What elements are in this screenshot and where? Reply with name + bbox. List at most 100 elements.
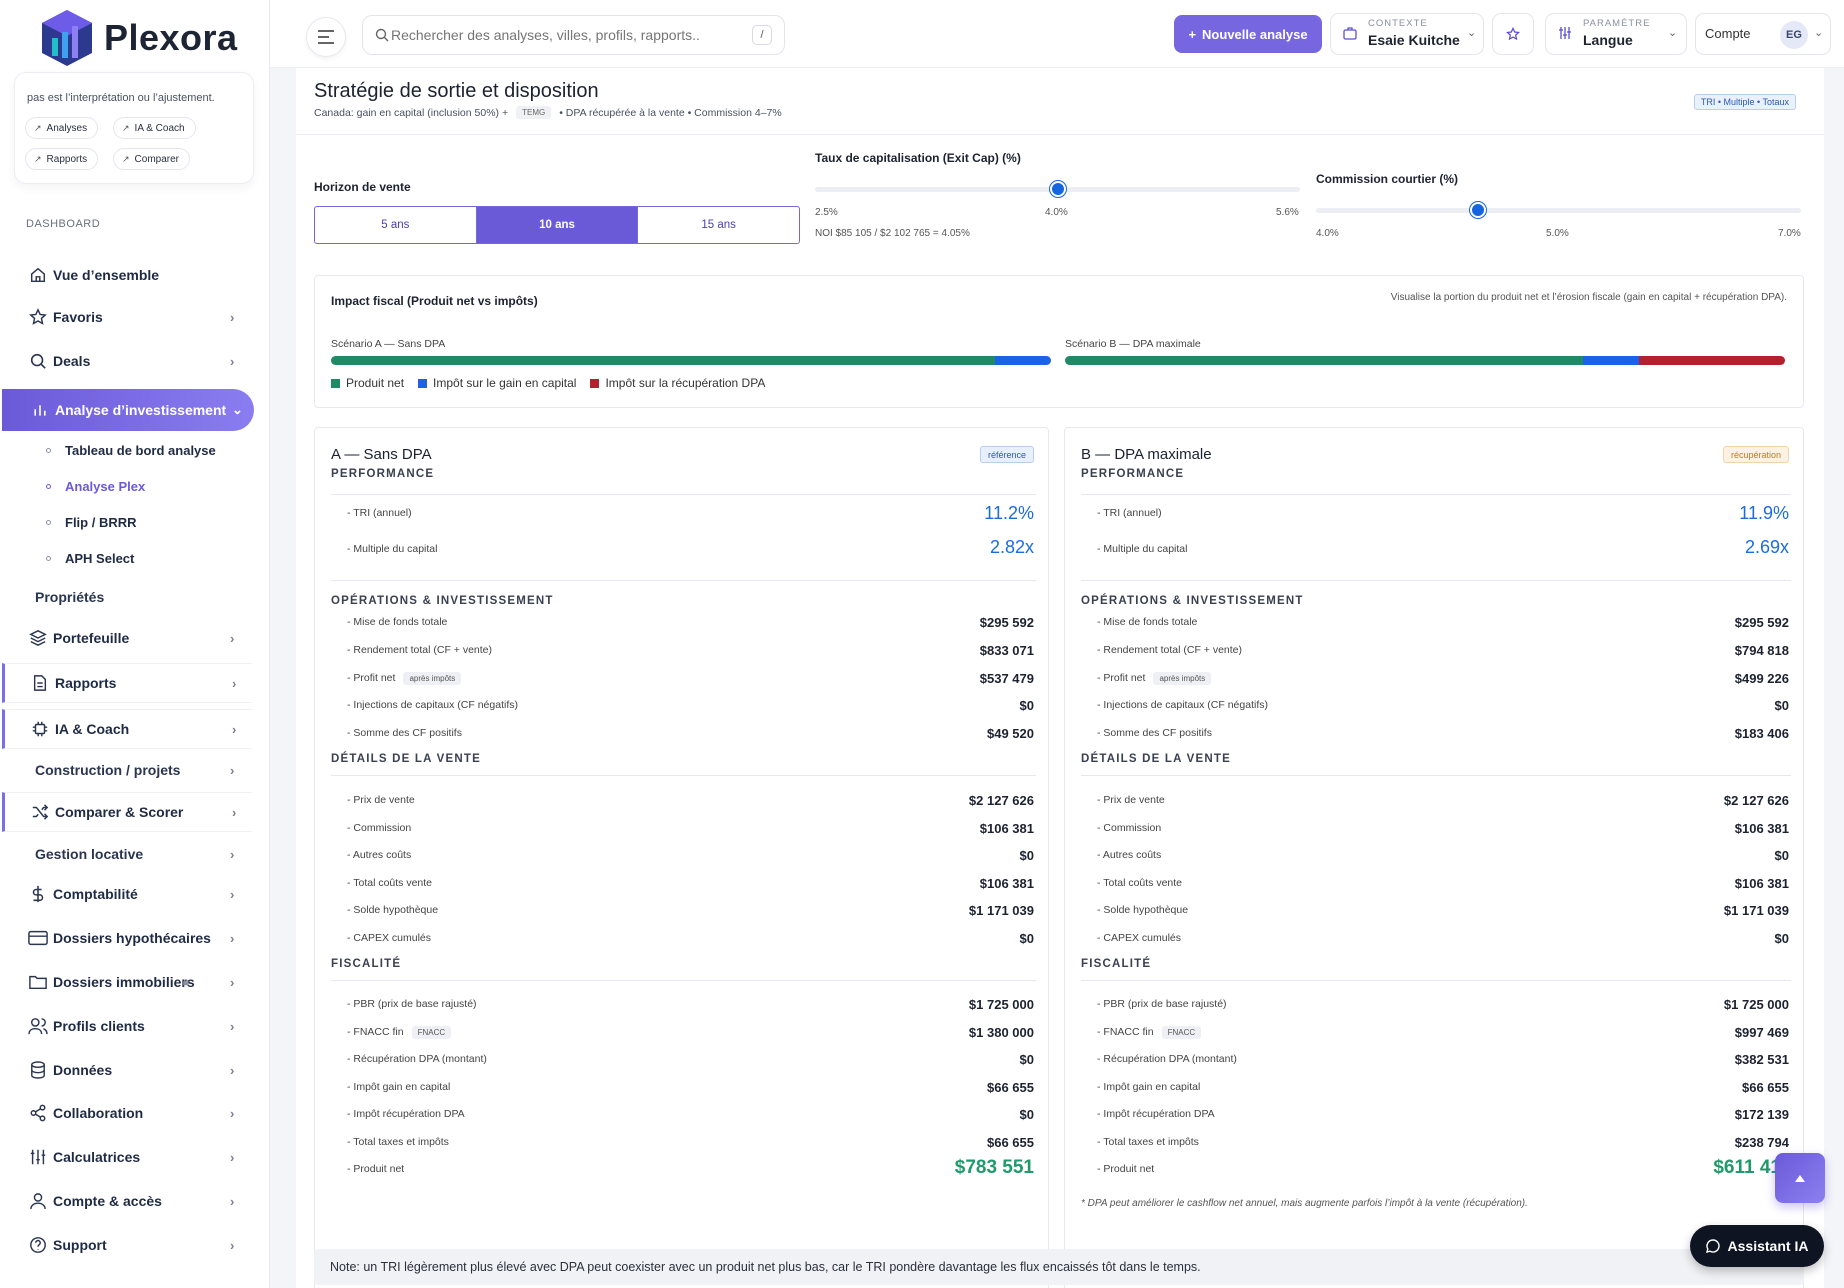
shortcut-hint: / (752, 25, 772, 45)
document-icon (30, 673, 50, 693)
sale-value: $106 381 (979, 821, 1034, 836)
sidebar-item-dossiers-immobiliers[interactable]: Dossiers immobiliers 🔒︎ › (0, 962, 254, 1002)
subitem-analyse-plex[interactable]: Analyse Plex (46, 479, 145, 494)
tax-value: $1 380 000 (968, 1025, 1034, 1040)
sale-value: $2 127 626 (968, 793, 1034, 808)
folder-icon (28, 972, 48, 992)
sidebar-item-dossiers-hypothecaires[interactable]: Dossiers hypothécaires › (0, 918, 254, 958)
segment-gain-tax (1582, 356, 1640, 365)
scroll-top-button[interactable] (1775, 1153, 1825, 1203)
new-analysis-button[interactable]: + Nouvelle analyse (1174, 15, 1322, 53)
chevron-right-icon: › (230, 1105, 235, 1121)
sidebar-item-gestion-locative[interactable]: Gestion locative › (35, 846, 235, 862)
ops-value: $295 592 (1734, 615, 1789, 630)
sale-value: $106 381 (1734, 876, 1789, 891)
sidebar-item-compte-acces[interactable]: Compte & accès › (0, 1181, 254, 1221)
fnacc-tag: FNACC (411, 1025, 452, 1039)
search-box[interactable]: / (362, 15, 785, 55)
ops-value: $0 (1774, 698, 1789, 713)
sidebar-item-profils-clients[interactable]: Profils clients › (0, 1006, 254, 1046)
chip-ia-coach[interactable]: ↗ IA & Coach (113, 117, 196, 139)
legend-gain-tax: Impôt sur le gain en capital (418, 376, 576, 390)
sidebar-item-deals[interactable]: Deals › (0, 341, 254, 381)
divider (1081, 580, 1791, 581)
row-tax-label: - Total taxes et impôts (1097, 1136, 1199, 1148)
sidebar-item-calculatrices[interactable]: Calculatrices › (0, 1137, 254, 1177)
ops-value: $295 592 (979, 615, 1034, 630)
logo[interactable]: Plexora (40, 8, 238, 68)
sale-value: $0 (1019, 848, 1034, 863)
ops-value: $833 071 (979, 643, 1034, 658)
exitcap-slider[interactable] (815, 181, 1300, 197)
commission-tick-mid: 5.0% (1546, 228, 1569, 239)
sidebar-item-rapports[interactable]: Rapports › (2, 663, 252, 703)
divider (331, 494, 1036, 495)
tri-value: 11.2% (984, 503, 1034, 523)
horizon-option-10[interactable]: 10 ans (476, 207, 639, 243)
share-icon (28, 1103, 48, 1123)
parameter-selector[interactable]: PARAMÈTRE Langue ⌄ (1545, 13, 1687, 55)
row-multiple-label: - Multiple du capital (1097, 543, 1188, 555)
row-tax-label: - Récupération DPA (montant) (347, 1053, 487, 1065)
chevron-right-icon: › (232, 675, 237, 691)
sidebar-item-donnees[interactable]: Données › (0, 1050, 254, 1090)
ops-value: $794 818 (1734, 643, 1789, 658)
card-title: A — Sans DPA (331, 446, 432, 463)
arrow-icon: ↗ (122, 122, 130, 133)
tax-value: $1 725 000 (968, 997, 1034, 1012)
chevron-right-icon: › (230, 1237, 235, 1253)
divider (1081, 494, 1791, 495)
sidebar-item-ia-coach[interactable]: IA & Coach › (2, 709, 252, 749)
help-card: pas est l’interprétation ou l’ajustement… (14, 72, 254, 184)
row-tax-label: - Impôt gain en capital (347, 1081, 451, 1093)
scenario-a-card: A — Sans DPA référence PERFORMANCE - TRI (a… (314, 427, 1049, 1288)
exitcap-slider-thumb[interactable] (1049, 181, 1066, 197)
commission-slider-thumb[interactable] (1469, 202, 1486, 218)
sidebar-item-favoris[interactable]: Favoris › (0, 297, 254, 337)
account-menu[interactable]: Compte EG ⌄ (1695, 13, 1831, 55)
horizon-option-5[interactable]: 5 ans (315, 207, 477, 243)
chip-rapports[interactable]: ↗ Rapports (25, 148, 99, 170)
menu-button[interactable] (306, 17, 346, 57)
scenario-b-bar (1065, 356, 1785, 365)
top-bar: / +Nouvelle analyse CONTEXTE Esaie Kuitc… (270, 0, 1844, 68)
multiple-value: 2.69x (1744, 537, 1789, 557)
chip-comparer[interactable]: ↗ Comparer (113, 148, 191, 170)
segment-gain-tax (994, 356, 1051, 365)
sidebar-item-portefeuille[interactable]: Portefeuille › (0, 618, 254, 658)
sidebar-item-proprietes[interactable]: Propriétés (35, 589, 105, 605)
subitem-aph-select[interactable]: APH Select (46, 551, 134, 566)
favorite-button[interactable] (1492, 13, 1534, 55)
divider (296, 134, 1824, 135)
sidebar-item-comptabilite[interactable]: Comptabilité › (0, 874, 254, 914)
context-selector[interactable]: CONTEXTE Esaie Kuitche ⌄ (1330, 13, 1484, 55)
sidebar-item-comparer[interactable]: Comparer & Scorer › (2, 792, 252, 832)
divider (1081, 775, 1791, 776)
tax-value: $238 794 (1734, 1135, 1789, 1150)
sidebar-item-support[interactable]: Support › (0, 1225, 254, 1265)
subitem-dashboard-analyse[interactable]: Tableau de bord analyse (46, 443, 216, 458)
chevron-down-icon: ⌄ (1467, 27, 1477, 39)
row-sale-label: - CAPEX cumulés (1097, 932, 1182, 944)
sidebar-item-collaboration[interactable]: Collaboration › (0, 1093, 254, 1133)
chip-analyses[interactable]: ↗ Analyses (25, 117, 99, 139)
sidebar-item-investment-analysis[interactable]: Analyse d’investissement ⌄ (2, 389, 254, 431)
legend-net: Produit net (331, 376, 404, 390)
section-tax: FISCALITÉ (1081, 958, 1152, 970)
sidebar: Plexora pas est l’interprétation ou l’aj… (0, 0, 270, 1288)
tax-value: $66 655 (1742, 1080, 1789, 1095)
section-dashboard: DASHBOARD (26, 218, 101, 230)
search-input[interactable] (391, 27, 751, 43)
home-icon (28, 265, 48, 285)
row-ops-label: - Somme des CF positifs (347, 727, 462, 739)
horizon-option-15[interactable]: 15 ans (701, 219, 736, 231)
assistant-ia-button[interactable]: Assistant IA (1690, 1225, 1824, 1267)
subitem-flip-brrr[interactable]: Flip / BRRR (46, 515, 137, 530)
scenario-b-card: B — DPA maximale récupération PERFORMANCE -… (1064, 427, 1804, 1288)
commission-slider[interactable] (1316, 202, 1801, 218)
sidebar-item-overview[interactable]: Vue d’ensemble (0, 255, 254, 295)
after-tax-tag: après impôts (403, 671, 462, 685)
avatar: EG (1780, 21, 1808, 49)
sidebar-item-construction[interactable]: Construction / projets › (35, 762, 235, 778)
row-tax-label: - Total taxes et impôts (347, 1136, 449, 1148)
